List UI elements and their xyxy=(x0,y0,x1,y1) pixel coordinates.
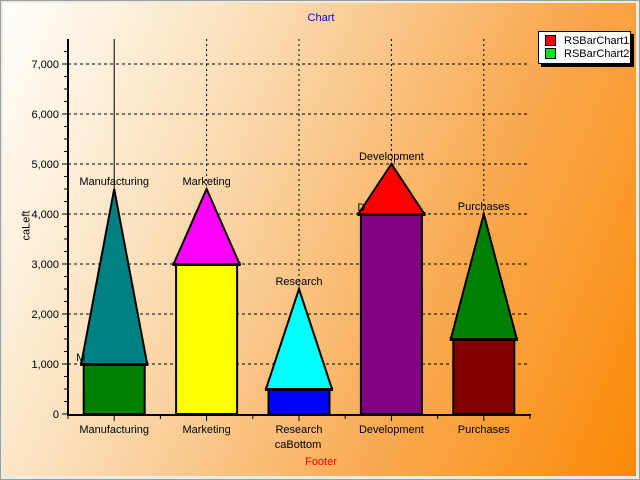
y-tick-label-2000: 2,000 xyxy=(31,309,59,321)
legend-label-series1: RSBarChart1 xyxy=(564,34,630,47)
pyramid-marketing xyxy=(172,186,242,265)
bar-marketing xyxy=(175,263,239,415)
legend-item-series1[interactable]: RSBarChart1 xyxy=(539,34,630,47)
point-label-development: Development xyxy=(359,151,424,163)
bottom-axis-title: caBottom xyxy=(274,439,322,451)
series2-color-swatch xyxy=(545,48,556,59)
y-tick-label-4000: 4,000 xyxy=(31,209,59,221)
pyramid-purchases xyxy=(449,210,519,340)
point-label-research: Research xyxy=(275,276,322,288)
x-category-label-research: Research xyxy=(275,424,322,436)
series1-color-swatch xyxy=(545,35,556,46)
y-tick-label-3000: 3,000 xyxy=(31,259,59,271)
pyramid-manufacturing xyxy=(79,188,149,365)
legend-item-series2[interactable]: RSBarChart2 xyxy=(539,47,630,60)
pyramid-research xyxy=(264,285,334,390)
y-tick-label-6000: 6,000 xyxy=(31,109,59,121)
legend-label-series2: RSBarChart2 xyxy=(564,47,630,60)
bar-research xyxy=(267,388,331,415)
bar-top-label-fragment-development: D xyxy=(357,202,365,214)
point-label-manufacturing: Manufacturing xyxy=(79,176,149,188)
point-label-purchases: Purchases xyxy=(458,201,510,213)
legend: RSBarChart1 RSBarChart2 xyxy=(538,31,631,64)
chart-footer: Footer xyxy=(305,456,337,468)
y-tick-label-5000: 5,000 xyxy=(31,159,59,171)
bar-top-label-fragment-manufacturing: M xyxy=(76,352,85,364)
y-tick-label-7000: 7,000 xyxy=(31,59,59,71)
point-label-marketing: Marketing xyxy=(182,176,230,188)
chart-title: Chart xyxy=(307,12,335,24)
y-tick-label-0: 0 xyxy=(53,409,59,421)
x-category-label-development: Development xyxy=(359,424,424,436)
left-axis-title: caLeft xyxy=(20,210,33,241)
y-tick-label-1000: 1,000 xyxy=(31,359,59,371)
pyramid-development xyxy=(356,162,427,215)
x-category-label-purchases: Purchases xyxy=(458,424,510,436)
x-category-label-manufacturing: Manufacturing xyxy=(79,424,149,436)
bar-purchases xyxy=(452,338,516,415)
bar-manufacturing xyxy=(82,363,146,415)
bar-development xyxy=(359,213,423,415)
x-category-label-marketing: Marketing xyxy=(182,424,230,436)
